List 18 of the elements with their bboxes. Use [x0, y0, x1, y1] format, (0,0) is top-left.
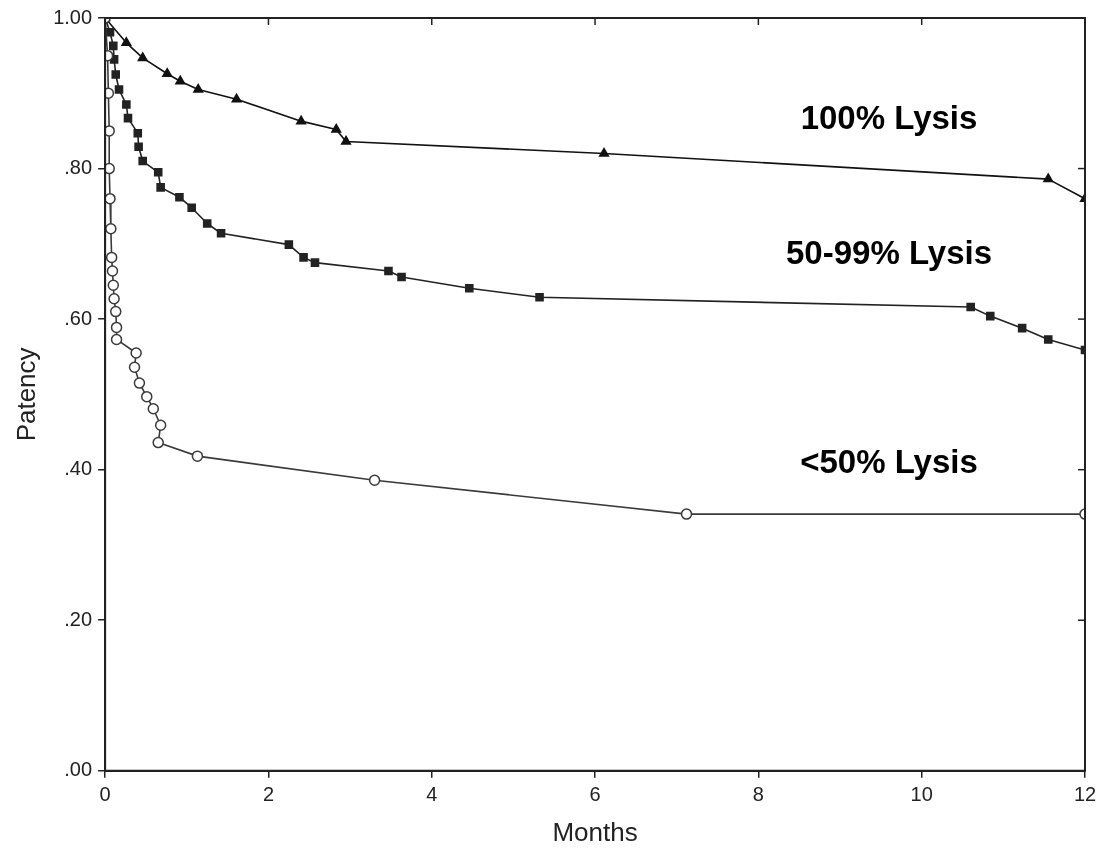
y-tick-label: .40 — [64, 457, 93, 480]
x-axis-title: Months — [552, 816, 638, 847]
y-tick-label: .60 — [64, 306, 93, 329]
y-tick-label: .80 — [64, 156, 93, 179]
x-tick-label: 2 — [262, 783, 274, 806]
x-tick-label: 10 — [910, 783, 933, 806]
y-tick-label: .00 — [64, 758, 93, 781]
y-tick-label: 1.00 — [53, 5, 93, 28]
x-tick-label: 8 — [752, 783, 764, 806]
x-tick-label: 0 — [99, 783, 111, 806]
x-tick-label: 12 — [1073, 783, 1097, 806]
y-tick-label: .20 — [64, 607, 93, 630]
x-tick-label: 6 — [589, 783, 601, 806]
y-axis-title: Patency — [10, 347, 41, 442]
series-label: 50-99% Lysis — [785, 234, 993, 272]
series-label: <50% Lysis — [800, 443, 978, 481]
x-tick-label: 4 — [426, 783, 438, 806]
series-label: 100% Lysis — [800, 99, 978, 137]
